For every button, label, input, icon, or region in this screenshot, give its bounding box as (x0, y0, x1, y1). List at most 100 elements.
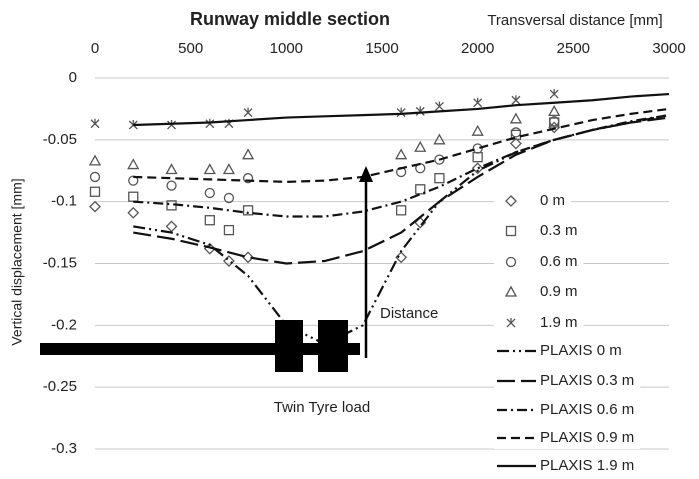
legend-background (494, 340, 628, 362)
x-tick-label: 500 (178, 40, 203, 57)
legend-background (494, 312, 584, 334)
legend-label: PLAXIS 0.3 m (540, 372, 634, 389)
marker (395, 148, 408, 160)
legend-label: 1.9 m (540, 314, 578, 331)
marker (504, 285, 518, 297)
marker (242, 205, 254, 216)
marker (548, 105, 561, 117)
marker (223, 192, 235, 204)
marker (505, 225, 517, 237)
marker (89, 171, 101, 183)
legend-label: PLAXIS 0.9 m (540, 429, 634, 446)
marker (127, 206, 140, 219)
marker (88, 154, 102, 166)
grid (95, 77, 669, 450)
legend-background (494, 399, 641, 421)
marker (165, 163, 178, 175)
series-line (133, 107, 670, 183)
marker (127, 158, 140, 170)
marker (510, 127, 522, 138)
marker (241, 148, 255, 160)
tyre (275, 320, 303, 372)
legend-label: 0 m (540, 192, 565, 209)
marker (433, 133, 446, 145)
y-tick-label: -0.25 (43, 378, 77, 395)
arrow-head (359, 166, 373, 182)
marker (509, 112, 523, 124)
chart-title: Runway middle section (190, 9, 390, 29)
marker (434, 173, 445, 184)
x-tick-label: 3000 (652, 40, 685, 57)
marker (165, 220, 178, 233)
x-axis-label: Transversal distance [mm] (487, 12, 662, 29)
x-tick-label: 2500 (557, 40, 590, 57)
marker (549, 89, 559, 99)
marker (415, 106, 425, 116)
series-line (133, 114, 670, 218)
legend-label: PLAXIS 0 m (540, 342, 622, 359)
marker (204, 215, 215, 226)
y-tick-label: -0.1 (51, 193, 77, 210)
distance-arrow (359, 166, 373, 358)
marker (243, 107, 253, 118)
marker (548, 121, 561, 134)
marker (89, 200, 101, 213)
marker (204, 187, 215, 199)
marker (511, 95, 521, 105)
series-line (133, 114, 670, 346)
axle (40, 343, 360, 355)
legend-label: PLAXIS 0.6 m (540, 401, 634, 418)
tyre-load (40, 320, 360, 372)
legend-background (494, 455, 641, 477)
marker (505, 256, 517, 268)
annotation: Distance (380, 305, 438, 322)
marker (471, 124, 484, 136)
tyre (318, 320, 348, 372)
plot-area (88, 89, 670, 346)
annotation: Twin Tyre load (274, 399, 370, 416)
legend-background (494, 370, 641, 392)
marker (414, 140, 427, 152)
marker (223, 255, 235, 267)
series-line (133, 92, 670, 127)
marker (505, 195, 517, 207)
marker (222, 163, 236, 175)
legend: 0 m 0.3 m 0.6 m 0.9 m 1.9 m PLAXIS 0 m PLAXIS … (494, 190, 641, 477)
y-tick-label: -0.15 (43, 254, 77, 271)
y-axis-label: Vertical displacement [mm] (9, 178, 25, 345)
marker (434, 101, 444, 111)
x-tick-label: 1500 (365, 40, 398, 57)
x-tick-label: 0 (91, 40, 99, 57)
marker (473, 97, 483, 108)
x-tick-label: 2000 (461, 40, 494, 57)
legend-label: 0.9 m (540, 283, 578, 300)
legend-label: 0.3 m (540, 222, 578, 239)
marker (203, 163, 216, 175)
marker (472, 143, 483, 154)
marker (166, 180, 177, 191)
marker (396, 107, 406, 118)
marker (89, 186, 101, 197)
marker (510, 137, 522, 150)
legend-background (494, 190, 572, 212)
marker (395, 205, 407, 216)
marker (471, 162, 484, 175)
marker (242, 173, 254, 184)
legend-background (494, 220, 584, 242)
legend-background (494, 251, 584, 273)
marker (506, 318, 516, 328)
y-tick-label: -0.3 (51, 440, 77, 457)
marker (90, 118, 100, 129)
marker (434, 154, 445, 165)
marker (128, 175, 139, 186)
marker (415, 184, 426, 195)
legend-background (494, 427, 641, 449)
x-tick-label: 1000 (270, 40, 303, 57)
legend-background (494, 281, 584, 303)
legend-label: 0.6 m (540, 253, 578, 270)
y-tick-label: -0.05 (43, 131, 77, 148)
marker (549, 116, 560, 127)
marker (472, 151, 483, 163)
marker (128, 191, 139, 202)
